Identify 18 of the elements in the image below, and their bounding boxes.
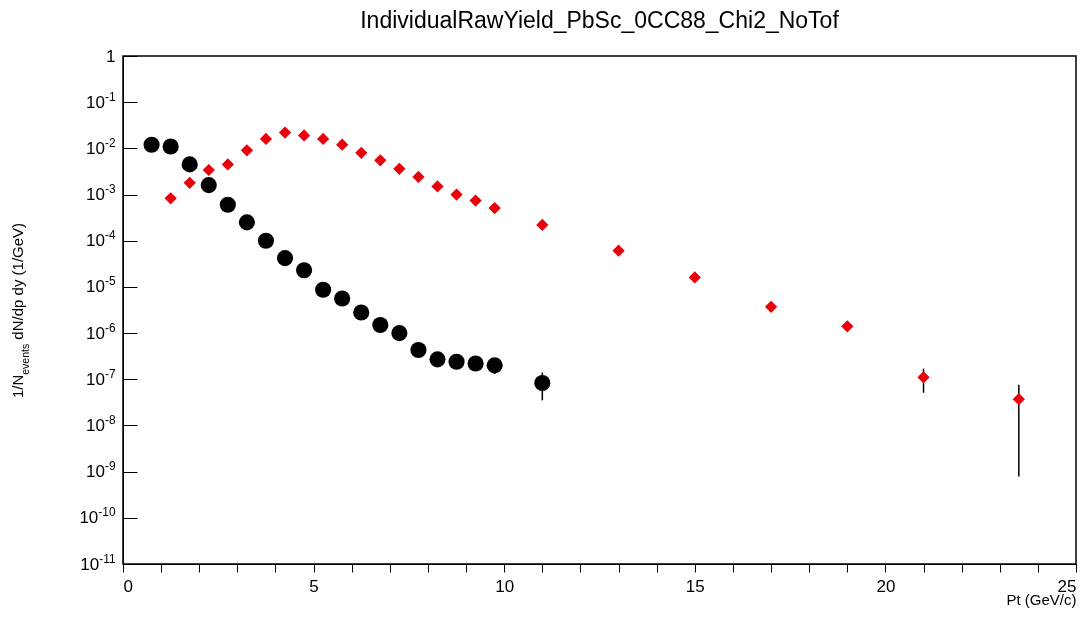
y-tick-label: 10$^{-8}$ — [86, 412, 116, 435]
y-tick-label: 10$^{-6}$ — [86, 320, 116, 343]
x-tick-label: 10 — [495, 576, 515, 596]
x-tick-label: 0 — [123, 576, 133, 596]
chart-title: IndividualRawYield_PbSc_0CC88_Chi2_NoTof — [360, 7, 840, 33]
y-tick-label: 10$^{-11}$ — [80, 551, 116, 574]
y-tick-label: 10$^{-3}$ — [86, 182, 116, 205]
y-tick-label: 10$^{-10}$ — [79, 505, 116, 528]
y-tick-label: 10$^{-4}$ — [86, 228, 116, 251]
y-tick-label: 10$^{-7}$ — [86, 366, 116, 389]
y-tick-label: 10$^{-5}$ — [86, 274, 116, 297]
y-tick-label: 10$^{-2}$ — [86, 135, 116, 158]
y-tick-label: 10$^{-9}$ — [86, 459, 116, 482]
x-tick-label: 5 — [309, 576, 319, 596]
x-tick-label: 15 — [685, 576, 705, 596]
y-tick-label: 1 — [106, 46, 116, 66]
y-tick-label: 10$^{-1}$ — [86, 89, 116, 112]
x-tick-label: 20 — [876, 576, 896, 596]
